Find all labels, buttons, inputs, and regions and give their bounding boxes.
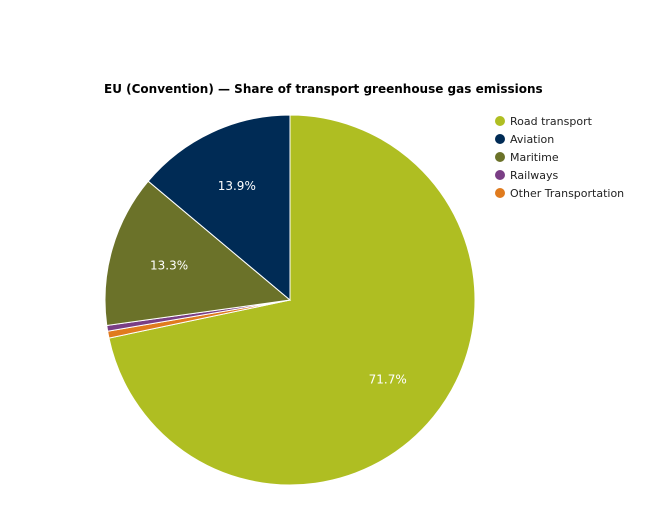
legend-swatch-icon [495,188,505,198]
pie-slice-road-transport[interactable] [108,114,476,486]
pie-slice-maritime[interactable] [104,180,292,327]
legend-label: Railways [510,168,559,182]
legend-label: Road transport [510,114,592,128]
legend-swatch-icon [495,152,505,162]
slice-label-aviation: 13.9% [218,179,256,193]
legend-swatch-icon [495,134,505,144]
pie-slice-aviation[interactable] [147,114,291,302]
legend-label: Maritime [510,150,559,164]
chart-title: EU (Convention) — Share of transport gre… [104,82,543,96]
legend-item-maritime[interactable]: Maritime [495,148,624,166]
legend-label: Other Transportation [510,186,625,200]
legend-item-railways[interactable]: Railways [495,166,624,184]
slice-label-maritime: 13.3% [150,258,188,272]
legend-item-road-transport[interactable]: Road transport [495,112,624,130]
legend: Road transport Aviation Maritime Railways Ot… [495,112,624,202]
legend-swatch-icon [495,170,505,180]
legend-item-aviation[interactable]: Aviation [495,130,624,148]
slice-label-road-transport: 71.7% [369,372,407,386]
legend-label: Aviation [510,132,555,146]
legend-item-other-transportation[interactable]: Other Transportation [495,184,624,202]
legend-swatch-icon [495,116,505,126]
